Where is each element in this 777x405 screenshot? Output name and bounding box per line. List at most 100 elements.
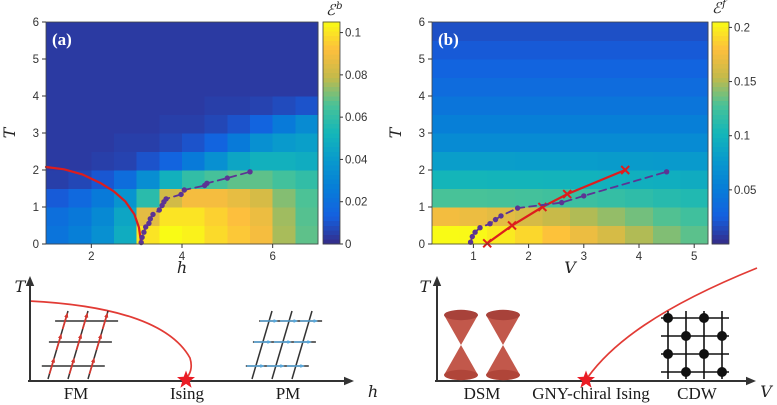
schematic-ising-phase-diagram (25, 276, 354, 388)
dirac-cone (444, 309, 478, 381)
data-marker-dot (143, 224, 149, 230)
data-marker-dot (224, 175, 230, 181)
data-marker-dot (247, 169, 253, 175)
schematic-left-xlabel: h (368, 382, 378, 401)
heatmap-panel-a: 2 4 6 0 1 2 3 4 5 6 0 0.02 0.04 0.06 0.08 0.1 (33, 17, 368, 263)
svg-text:2: 2 (33, 165, 39, 177)
svg-text:0.1: 0.1 (734, 131, 750, 143)
data-marker-dot (146, 220, 152, 226)
heatmap-cells (432, 22, 709, 245)
data-marker-dot (467, 239, 474, 245)
data-marker-dot (492, 216, 499, 223)
svg-text:2: 2 (88, 251, 94, 263)
svg-text:0.1: 0.1 (345, 28, 361, 40)
svg-text:0: 0 (419, 239, 425, 251)
pm-lattice (245, 310, 323, 380)
svg-text:4: 4 (636, 251, 643, 263)
svg-text:1: 1 (470, 251, 476, 263)
series-ising-transition-line (44, 165, 143, 245)
phase-label-pm: PM (276, 384, 301, 403)
transition-curve (28, 300, 193, 380)
phase-label-dsm: DSM (464, 384, 501, 403)
svg-text:5: 5 (419, 54, 425, 66)
schematic-left-ylabel: T (15, 277, 27, 296)
svg-text:0.08: 0.08 (345, 70, 367, 82)
data-marker-dot (581, 193, 587, 199)
svg-text:0.2: 0.2 (734, 22, 750, 34)
svg-text:0.05: 0.05 (734, 185, 756, 197)
svg-text:6: 6 (269, 251, 275, 263)
panel-a-xlabel: h (177, 258, 187, 277)
data-marker-dot (178, 191, 184, 198)
svg-text:0: 0 (33, 239, 39, 251)
phase-label-ising: Ising (170, 384, 205, 403)
svg-text:1: 1 (33, 202, 39, 214)
panel-a-colorbar-label: ℰb (326, 1, 343, 19)
colorbar: 0 0.02 0.04 0.06 0.08 0.1 (322, 21, 368, 251)
svg-text:2: 2 (419, 165, 425, 177)
data-marker-x (620, 165, 630, 175)
data-marker-x (507, 220, 517, 231)
svg-text:5: 5 (33, 54, 39, 66)
panel-b-label: (b) (438, 30, 459, 49)
svg-text:1: 1 (419, 202, 425, 214)
data-marker-dot (139, 234, 145, 240)
schematic-right-ylabel: T (420, 277, 432, 296)
svg-text:2: 2 (525, 251, 531, 263)
cdw-lattice (661, 311, 729, 379)
svg-text:3: 3 (419, 128, 425, 140)
data-marker-dot (163, 196, 169, 202)
data-marker-dot (663, 169, 670, 175)
svg-text:3: 3 (33, 128, 39, 140)
data-marker-dot (477, 225, 483, 231)
axis-ticks: 2 4 6 0 1 2 3 4 5 6 (33, 17, 276, 263)
axis-ticks: 1 2 3 4 5 0 1 2 3 4 5 6 (419, 17, 698, 263)
svg-text:6: 6 (419, 17, 425, 29)
data-marker-dot (559, 199, 565, 206)
svg-text:0: 0 (345, 239, 351, 251)
data-marker-dot (156, 207, 162, 213)
data-marker-dot (150, 211, 156, 218)
data-marker-dot (487, 221, 493, 227)
data-marker-dot (469, 233, 475, 240)
panel-b-ylabel: T (386, 126, 405, 138)
svg-text:5: 5 (691, 251, 697, 263)
panel-b-colorbar-label: ℰf (712, 0, 728, 17)
fm-lattice (41, 310, 119, 380)
data-marker-x (482, 238, 492, 249)
svg-text:0.15: 0.15 (734, 77, 756, 89)
data-marker-dot (204, 180, 210, 186)
data-marker-dot (498, 213, 504, 219)
colorbar: 0.05 0.1 0.15 0.2 (711, 21, 756, 245)
data-marker-dot (472, 229, 478, 235)
heatmap-cells (46, 22, 319, 245)
panel-a-label: (a) (52, 30, 72, 49)
data-marker-dot (141, 229, 147, 235)
phase-label-gny: GNY-chiral Ising (532, 384, 650, 403)
panel-a-ylabel: T (0, 126, 19, 138)
svg-text:0.02: 0.02 (345, 197, 367, 209)
svg-text:0.04: 0.04 (345, 154, 368, 166)
schematic-right-xlabel: V (760, 382, 773, 401)
svg-text:0.06: 0.06 (345, 112, 367, 124)
critical-point-star (577, 370, 595, 388)
heatmap-panel-b: 1 2 3 4 5 0 1 2 3 4 5 6 0.05 0.1 0.15 0.2 (419, 17, 757, 263)
data-marker-x (562, 189, 572, 199)
svg-text:6: 6 (33, 17, 39, 29)
data-marker-dot (147, 216, 153, 222)
svg-text:4: 4 (33, 91, 40, 103)
dirac-cone (486, 309, 520, 381)
svg-text:3: 3 (581, 251, 587, 263)
phase-label-fm: FM (64, 384, 89, 403)
phase-label-cdw: CDW (677, 384, 718, 403)
svg-text:4: 4 (419, 91, 426, 103)
svg-text:4: 4 (179, 251, 186, 263)
critical-point-star (177, 370, 195, 388)
schematic-gny-phase-diagram (432, 267, 758, 388)
data-marker-dot (181, 187, 187, 193)
panel-b-xlabel: V (564, 258, 577, 277)
transition-curve (587, 267, 758, 378)
data-marker-dot (514, 205, 521, 211)
